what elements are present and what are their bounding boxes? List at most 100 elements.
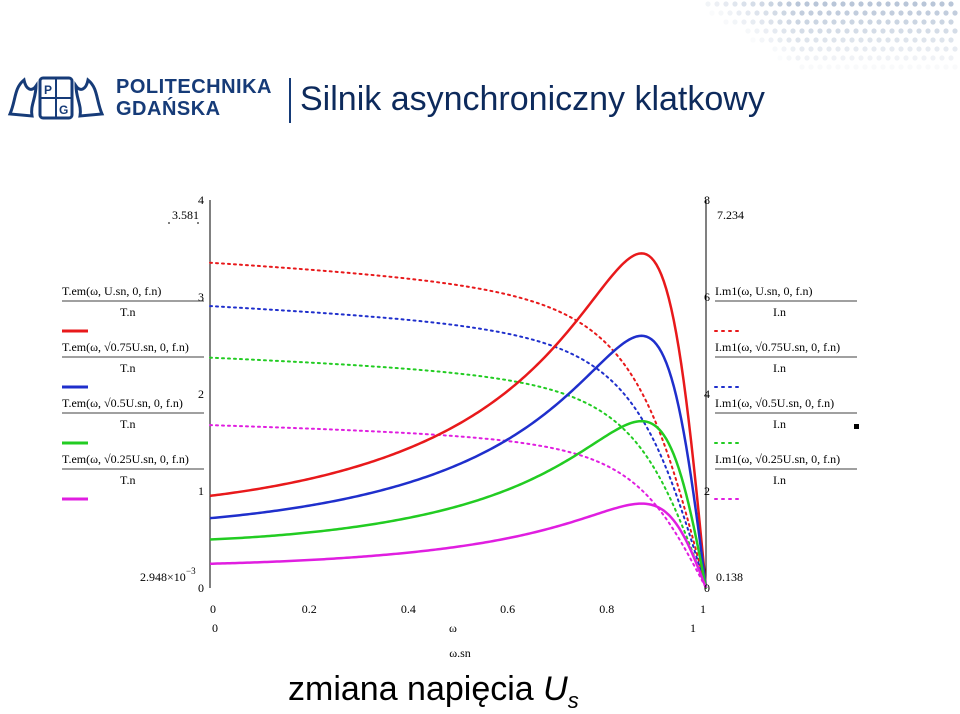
- deco-dot: [727, 10, 733, 16]
- deco-dot: [948, 37, 954, 43]
- torque-series-blue: [209, 334, 708, 589]
- plot-curves: [209, 252, 708, 589]
- deco-dot: [772, 28, 778, 34]
- deco-dot: [781, 10, 787, 16]
- torque-series-green: [209, 419, 708, 589]
- deco-dot: [943, 46, 949, 52]
- deco-dot: [858, 55, 864, 61]
- deco-dot: [952, 10, 958, 16]
- legend-left-numerator: T.em(ω, U.sn, 0, f.n): [62, 284, 161, 298]
- svg-text:G: G: [59, 103, 68, 117]
- y-left-tick-label: 2: [198, 387, 204, 401]
- deco-dot: [808, 64, 814, 70]
- deco-dot: [930, 55, 936, 61]
- current-series-magenta: [209, 424, 707, 589]
- deco-dot: [885, 55, 891, 61]
- deco-dot: [750, 1, 756, 7]
- deco-dot: [799, 46, 805, 52]
- y-left-range-bottom-exp: −3: [186, 566, 196, 576]
- deco-dot: [889, 28, 895, 34]
- deco-dot: [885, 19, 891, 25]
- deco-dot: [862, 46, 868, 52]
- deco-dot: [939, 55, 945, 61]
- y-left-tick-label: 3: [198, 290, 204, 304]
- torque-series-red: [209, 252, 708, 589]
- deco-dot: [745, 10, 751, 16]
- deco-dot: [813, 55, 819, 61]
- deco-dot: [745, 28, 751, 34]
- deco-dot: [826, 10, 832, 16]
- deco-dot: [817, 10, 823, 16]
- deco-dot: [894, 55, 900, 61]
- deco-dot: [867, 19, 873, 25]
- legend-right-numerator: I.m1(ω, U.sn, 0, f.n): [715, 284, 813, 298]
- current-series-blue: [209, 305, 707, 589]
- y-right-range-top: 7.234: [717, 208, 744, 222]
- deco-dot: [876, 55, 882, 61]
- deco-dot: [871, 28, 877, 34]
- deco-dot: [849, 37, 855, 43]
- deco-dot: [831, 37, 837, 43]
- deco-dot: [916, 64, 922, 70]
- y-right-tick-label: 8: [704, 193, 710, 207]
- deco-dot: [885, 1, 891, 7]
- deco-dot: [840, 55, 846, 61]
- deco-dot: [822, 55, 828, 61]
- deco-dot: [723, 1, 729, 7]
- deco-dot: [894, 1, 900, 7]
- deco-dot: [939, 1, 945, 7]
- deco-dot: [831, 19, 837, 25]
- deco-dot: [889, 64, 895, 70]
- x-range-left: 0: [212, 621, 218, 635]
- deco-dot: [795, 19, 801, 25]
- deco-dot: [858, 1, 864, 7]
- deco-dot: [835, 10, 841, 16]
- y-left-range-bottom: 2.948×10: [140, 570, 186, 584]
- deco-dot: [930, 1, 936, 7]
- deco-dot: [799, 10, 805, 16]
- deco-dot: [903, 37, 909, 43]
- deco-dot: [763, 10, 769, 16]
- deco-dot: [889, 46, 895, 52]
- footer-variable: U: [543, 670, 568, 708]
- deco-dot: [840, 1, 846, 7]
- deco-dot: [808, 46, 814, 52]
- deco-dot: [912, 19, 918, 25]
- deco-dot: [867, 55, 873, 61]
- x-tick-label: 0.6: [500, 602, 515, 616]
- y-left-range-top: 3.581: [172, 208, 199, 222]
- deco-dot: [840, 37, 846, 43]
- deco-dot: [714, 1, 720, 7]
- deco-dot: [871, 10, 877, 16]
- deco-dot: [736, 10, 742, 16]
- deco-dot: [912, 37, 918, 43]
- deco-dot: [772, 46, 778, 52]
- svg-text:P: P: [44, 83, 52, 97]
- deco-dot: [943, 28, 949, 34]
- deco-dot: [741, 1, 747, 7]
- legend-right-denominator: I.n: [773, 417, 786, 431]
- deco-dot: [732, 1, 738, 7]
- footer-subscript: s: [567, 687, 579, 713]
- deco-dot: [844, 28, 850, 34]
- x-range-right: 1: [690, 621, 696, 635]
- deco-dot: [921, 1, 927, 7]
- deco-dot: [903, 19, 909, 25]
- deco-dot: [718, 10, 724, 16]
- deco-dot: [786, 55, 792, 61]
- deco-dot: [777, 1, 783, 7]
- deco-dot: [750, 37, 756, 43]
- decorative-dot-pattern: [705, 1, 958, 70]
- deco-dot: [916, 10, 922, 16]
- deco-dot: [907, 46, 913, 52]
- deco-dot: [759, 37, 765, 43]
- legends: T.em(ω, U.sn, 0, f.n) T.n T.em(ω, √0.75U.s…: [62, 284, 857, 501]
- chart: 0 1 2 3 4 0 2 4 6 8 0 0.2 0.4 0.6 0.8 1 T.em(ω, U.sn, 0…: [62, 193, 857, 660]
- deco-dot: [826, 28, 832, 34]
- stray-dot: [854, 424, 859, 429]
- deco-dot: [880, 28, 886, 34]
- axis-range-labels: 3.581 7.234 2.948×10 −3 0.138 0 1 ω ω.sn: [140, 208, 744, 660]
- deco-dot: [768, 37, 774, 43]
- deco-dot: [858, 37, 864, 43]
- deco-dot: [930, 19, 936, 25]
